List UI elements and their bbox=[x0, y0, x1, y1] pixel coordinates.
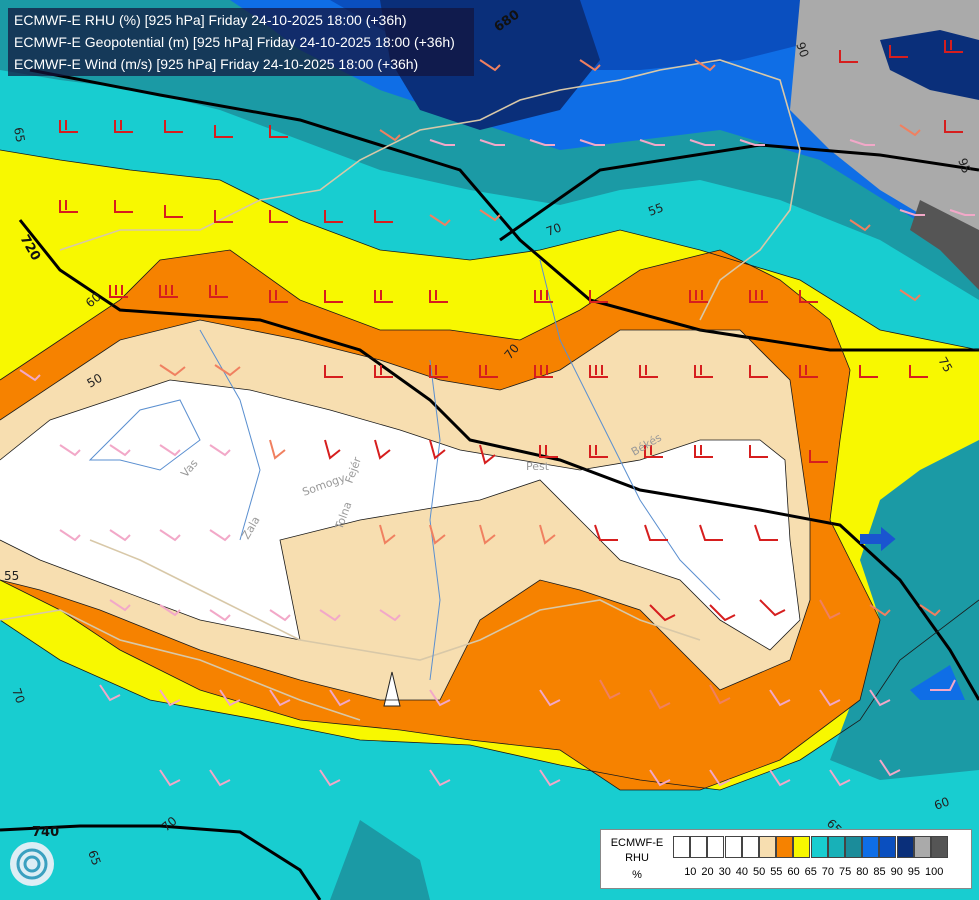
rhu-contours bbox=[0, 149, 979, 791]
rhu-field-darkgray bbox=[910, 200, 979, 290]
contour-label: 55 bbox=[646, 200, 665, 218]
legend-title-line: % bbox=[632, 869, 642, 881]
legend-swatch bbox=[707, 836, 725, 858]
legend-tick: 70 bbox=[821, 866, 835, 878]
legend-tick: 75 bbox=[839, 866, 852, 878]
legend-title-line: ECMWF-E bbox=[610, 837, 664, 849]
legend-tick: 60 bbox=[787, 866, 800, 878]
rhu-field-50-spot bbox=[383, 671, 401, 707]
legend-title-line: RHU bbox=[625, 852, 649, 864]
legend-tick: 95 bbox=[907, 866, 921, 878]
legend-tick: 55 bbox=[770, 866, 783, 878]
legend-title: ECMWF-E RHU % bbox=[605, 836, 669, 883]
legend-swatch bbox=[724, 836, 742, 858]
legend-tick: 50 bbox=[753, 866, 766, 878]
rhu-field-darkblue-ne bbox=[880, 30, 979, 100]
contour-label: 60 bbox=[932, 794, 951, 812]
legend-swatch bbox=[896, 836, 914, 858]
legend-tick: 90 bbox=[890, 866, 903, 878]
legend-swatch bbox=[741, 836, 759, 858]
title-rhu: ECMWF-E RHU (%) [925 hPa] Friday 24-10-2… bbox=[14, 12, 407, 28]
legend-swatch bbox=[759, 836, 776, 858]
geopotential-line-740 bbox=[0, 824, 322, 900]
contour-label: 65 bbox=[11, 126, 27, 143]
legend-swatch bbox=[879, 836, 897, 858]
legend-tick: 20 bbox=[701, 866, 714, 878]
contour-label: 90 bbox=[793, 40, 811, 59]
contour-label: 740 bbox=[32, 825, 59, 840]
legend-tick: 30 bbox=[718, 866, 731, 878]
legend-swatch bbox=[793, 836, 811, 858]
legend-swatch bbox=[810, 836, 828, 858]
legend-swatch bbox=[827, 836, 845, 858]
contour-label: 50 bbox=[85, 371, 105, 391]
legend-swatch bbox=[673, 836, 690, 858]
contour-label: 55 bbox=[4, 569, 19, 583]
legend-tick: 65 bbox=[804, 866, 817, 878]
contour-label: 65 bbox=[85, 848, 103, 867]
geopotential-line-680 bbox=[29, 68, 979, 352]
legend-tick: 40 bbox=[735, 866, 749, 878]
legend-swatch bbox=[845, 836, 862, 858]
title-wind: ECMWF-E Wind (m/s) [925 hPa] Friday 24-1… bbox=[14, 56, 419, 72]
rhu-field-70-south bbox=[0, 600, 979, 900]
legend-tick: 80 bbox=[856, 866, 869, 878]
legend-tick: 10 bbox=[684, 866, 697, 878]
place-label: Pest bbox=[526, 460, 550, 473]
contour-label: 70 bbox=[9, 686, 27, 705]
legend-swatch bbox=[862, 836, 880, 858]
legend-swatch bbox=[913, 836, 931, 858]
wind-barbs bbox=[19, 40, 975, 787]
contour-label: 95 bbox=[955, 156, 973, 175]
rivers bbox=[88, 259, 721, 681]
country-borders bbox=[0, 59, 801, 721]
legend-swatch bbox=[776, 836, 794, 858]
logo-icon bbox=[10, 842, 54, 886]
legend-swatch bbox=[690, 836, 708, 858]
rhu-field-blue-se bbox=[910, 665, 965, 700]
blue-arrow-marker bbox=[860, 526, 896, 552]
legend-swatch bbox=[931, 836, 948, 858]
rhu-field-50 bbox=[0, 380, 800, 650]
contour-label: 70 bbox=[544, 220, 563, 238]
title-box: ECMWF-E RHU (%) [925 hPa] Friday 24-10-2… bbox=[8, 8, 474, 76]
legend-tick: 85 bbox=[873, 866, 886, 878]
legend: ECMWF-E RHU % 10 20 30 40 50 55 60 65 70 75 80 85 90… bbox=[600, 829, 972, 889]
geopotential-line-720 bbox=[18, 219, 979, 701]
title-geopotential: ECMWF-E Geopotential (m) [925 hPa] Frida… bbox=[14, 34, 455, 50]
contour-label: 75 bbox=[935, 355, 955, 375]
rhu-field-75-south bbox=[330, 820, 430, 900]
legend-tick: 100 bbox=[925, 866, 944, 878]
